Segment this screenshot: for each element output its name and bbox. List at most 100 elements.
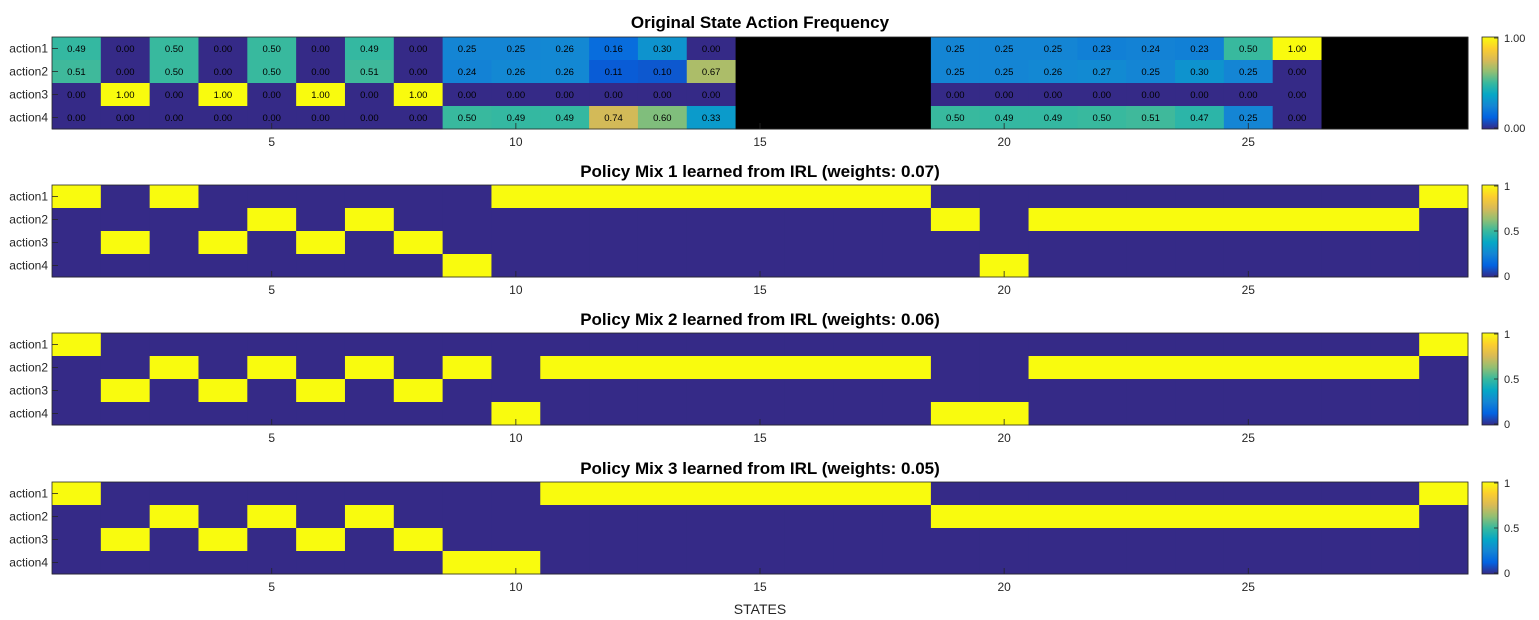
heatmap-cell — [1126, 254, 1176, 278]
heatmap-cell — [344, 185, 395, 209]
heatmap-cell — [882, 37, 932, 61]
heatmap-cell — [1028, 60, 1078, 84]
heatmap-cell — [52, 37, 102, 61]
heatmap-cell — [637, 528, 688, 552]
cell-value-label: 0.16 — [604, 44, 623, 55]
heatmap-cell — [1077, 106, 1127, 130]
heatmap-cell — [296, 254, 346, 278]
cell-value-label: 0.49 — [995, 113, 1014, 124]
heatmap-cell — [882, 60, 932, 84]
heatmap-cell — [686, 208, 737, 232]
cell-value-label: 0.00 — [1093, 90, 1112, 101]
heatmap-cell — [833, 231, 883, 255]
heatmap-cell — [149, 551, 199, 575]
heatmap-cell — [930, 185, 981, 209]
heatmap-cell — [1321, 231, 1371, 255]
heatmap-cell — [491, 551, 541, 575]
heatmap-cell — [296, 505, 346, 529]
heatmap-cell — [1272, 185, 1323, 209]
panel-title: Original State Action Frequency — [631, 13, 890, 32]
heatmap-cell — [100, 528, 151, 552]
cell-value-label: 0.50 — [946, 113, 965, 124]
cell-value-label: 0.51 — [67, 67, 86, 78]
heatmap-cell — [540, 83, 590, 107]
heatmap-cell — [979, 482, 1030, 506]
heatmap-cell — [833, 528, 883, 552]
heatmap-cell — [491, 333, 541, 357]
colorbar-tick-label: 1.00 — [1504, 33, 1525, 45]
heatmap-cell — [491, 482, 541, 506]
heatmap-cell — [979, 60, 1030, 84]
heatmap-cell — [1175, 208, 1225, 232]
heatmap-cell — [149, 208, 199, 232]
heatmap-cell — [100, 231, 151, 255]
cell-value-label: 0.00 — [946, 90, 965, 101]
heatmap-cell — [882, 333, 932, 357]
heatmap-cell — [198, 551, 248, 575]
cell-value-label: 0.23 — [1190, 44, 1209, 55]
heatmap-cell — [442, 528, 492, 552]
heatmap-cell — [393, 231, 444, 255]
x-tick-label: 25 — [1242, 283, 1256, 297]
heatmap-cell — [979, 231, 1030, 255]
heatmap-cell — [735, 402, 785, 426]
heatmap-cell — [1126, 60, 1176, 84]
heatmap-cell — [1175, 528, 1225, 552]
heatmap-cell — [100, 505, 151, 529]
heatmap-cell — [1370, 402, 1420, 426]
heatmap-cell — [1126, 402, 1176, 426]
heatmap-cell — [735, 106, 785, 130]
heatmap-cell — [1028, 528, 1078, 552]
colorbar-tick-label: 0 — [1504, 419, 1510, 431]
heatmap-cell — [1370, 505, 1420, 529]
cell-value-label: 0.50 — [1093, 113, 1112, 124]
cell-value-label: 0.47 — [1190, 113, 1209, 124]
heatmap-cell — [1272, 231, 1323, 255]
heatmap-cell — [296, 83, 346, 107]
heatmap-cell — [296, 37, 346, 61]
heatmap-cell — [735, 83, 785, 107]
heatmap-cell — [247, 254, 297, 278]
cell-value-label: 0.49 — [360, 44, 379, 55]
heatmap-cell — [735, 60, 785, 84]
heatmap-cell — [1175, 379, 1225, 403]
heatmap-cell — [1419, 83, 1469, 107]
cell-value-label: 0.00 — [1288, 90, 1307, 101]
heatmap-cell — [1419, 379, 1469, 403]
cell-value-label: 0.49 — [507, 113, 526, 124]
row-label: action2 — [9, 510, 48, 524]
heatmap-cell — [735, 254, 785, 278]
heatmap-cell — [247, 356, 297, 380]
heatmap-cell — [833, 505, 883, 529]
cell-value-label: 0.51 — [360, 67, 379, 78]
heatmap-cell — [1419, 37, 1469, 61]
heatmap-cell — [637, 208, 688, 232]
heatmap-cell — [882, 356, 932, 380]
x-tick-label: 5 — [268, 580, 275, 594]
heatmap-cell — [930, 60, 981, 84]
heatmap-cell — [344, 528, 395, 552]
heatmap-cell — [149, 106, 199, 130]
heatmap-cell — [344, 482, 395, 506]
heatmap-cell — [686, 60, 737, 84]
heatmap-cell — [247, 402, 297, 426]
x-tick-label: 15 — [753, 135, 767, 149]
heatmap-cell — [637, 551, 688, 575]
heatmap-cell — [149, 505, 199, 529]
heatmap-cell — [442, 482, 492, 506]
heatmap-cell — [930, 333, 981, 357]
heatmap-cell — [1370, 379, 1420, 403]
heatmap-cell — [784, 551, 834, 575]
colorbar-tick-label: 0.00 — [1504, 123, 1525, 135]
cell-value-label: 0.00 — [116, 67, 135, 78]
heatmap-cell — [1175, 254, 1225, 278]
heatmap-cell — [149, 356, 199, 380]
cell-value-label: 0.00 — [604, 90, 623, 101]
row-label: action1 — [9, 487, 48, 501]
heatmap-cell — [1175, 37, 1225, 61]
heatmap-cell — [393, 254, 444, 278]
heatmap-cell — [930, 402, 981, 426]
heatmap-cell — [589, 208, 639, 232]
heatmap-cell — [930, 37, 981, 61]
heatmap-cell — [296, 482, 346, 506]
